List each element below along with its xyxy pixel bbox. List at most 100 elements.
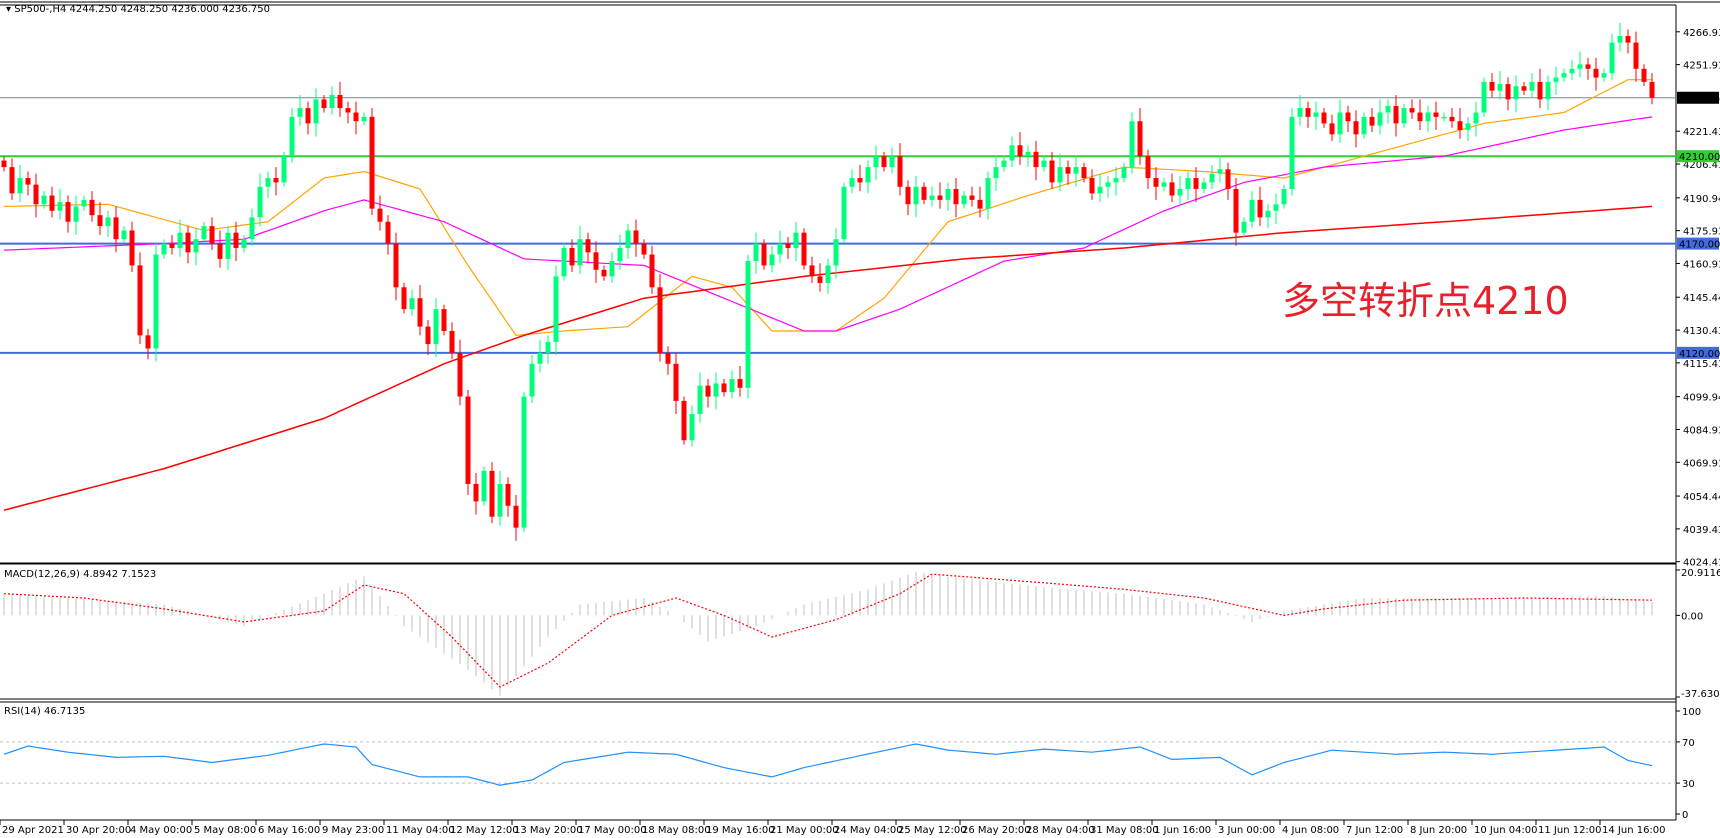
level-tag — [1677, 346, 1719, 359]
candle-body — [409, 298, 415, 310]
time-tick-label: 18 May 08:00 — [642, 825, 711, 836]
level-tag — [1677, 237, 1719, 250]
price-tick-label: 4266.930 — [1683, 28, 1720, 39]
candle-body — [897, 156, 903, 187]
candle-body — [1065, 167, 1071, 174]
candle-body — [649, 254, 655, 288]
price-tick-label: 4054.445 — [1683, 492, 1720, 503]
moving-average-1 — [3, 116, 1653, 332]
candle-body — [385, 221, 391, 244]
candle-body — [1137, 121, 1143, 157]
candle-body — [1433, 112, 1439, 117]
candle-body — [241, 239, 247, 248]
candle-body — [1049, 160, 1055, 183]
turning-point-annotation: 多空转折点4210 — [1282, 279, 1569, 323]
candle-body — [833, 239, 839, 266]
candle-body — [1209, 173, 1215, 183]
price-tick-label: 4206.415 — [1683, 160, 1720, 171]
macd-tick-label: -37.6302 — [1681, 689, 1720, 700]
time-tick-label: 4 Jun 08:00 — [1282, 825, 1339, 836]
candle-body — [169, 243, 175, 248]
dropdown-triangle-icon[interactable]: ▾ — [6, 4, 12, 15]
candle-body — [1017, 145, 1023, 157]
candle-body — [1249, 199, 1255, 222]
moving-average-2 — [3, 205, 1653, 511]
candle-body — [1545, 81, 1551, 100]
time-tick-label: 10 Jun 04:00 — [1474, 825, 1538, 836]
candle-body — [841, 186, 847, 240]
price-tick-label: 4115.415 — [1683, 359, 1720, 370]
candle-body — [225, 232, 231, 259]
candle-body — [553, 276, 559, 342]
candle-body — [889, 156, 895, 168]
candle-body — [1201, 182, 1207, 189]
candle-body — [1041, 160, 1047, 168]
candle-body — [1409, 108, 1415, 113]
candle-body — [217, 243, 223, 259]
candle-body — [617, 247, 623, 262]
candle-body — [305, 108, 311, 124]
candle-body — [801, 232, 807, 266]
candle-body — [1633, 42, 1639, 69]
candle-body — [1345, 112, 1351, 122]
candle-body — [1505, 84, 1511, 100]
candle-body — [273, 178, 279, 183]
candle-body — [753, 243, 759, 262]
candle-body — [1617, 36, 1623, 43]
candle-body — [1169, 182, 1175, 196]
time-tick-label: 4 May 00:00 — [130, 825, 192, 836]
candle-body — [145, 335, 151, 349]
macd-tick-label: 20.9116 — [1681, 568, 1720, 579]
candle-body — [1009, 145, 1015, 161]
candle-body — [1193, 178, 1199, 189]
candle-body — [929, 195, 935, 200]
candle-body — [57, 202, 63, 211]
candle-body — [17, 178, 23, 194]
candle-body — [105, 217, 111, 227]
candle-body — [465, 396, 471, 484]
symbol-name: SP500-,H4 — [14, 4, 67, 15]
candle-body — [417, 298, 423, 327]
time-tick-label: 29 Apr 2021 — [2, 825, 64, 836]
candle-body — [337, 95, 343, 109]
candle-body — [1465, 123, 1471, 130]
candle-body — [1233, 188, 1239, 233]
time-tick-label: 17 May 00:00 — [578, 825, 647, 836]
candle-body — [513, 505, 519, 528]
rsi-tick-label: 70 — [1682, 738, 1695, 749]
candle-body — [313, 99, 319, 124]
candle-body — [1, 160, 7, 168]
candle-body — [545, 341, 551, 353]
candle-body — [1257, 199, 1263, 218]
candle-body — [969, 195, 975, 200]
time-tick-label: 31 May 08:00 — [1090, 825, 1159, 836]
rsi-label: RSI(14) 46.7135 — [4, 706, 86, 717]
candle-body — [121, 230, 127, 240]
candle-body — [1369, 116, 1375, 126]
candle-body — [1177, 188, 1183, 196]
candle-body — [25, 178, 31, 185]
candle-body — [1305, 108, 1311, 117]
candle-body — [961, 195, 967, 205]
candle-body — [873, 156, 879, 168]
candle-body — [665, 352, 671, 364]
candle-body — [817, 276, 823, 283]
candle-body — [745, 261, 751, 388]
candle-body — [1273, 204, 1279, 211]
time-tick-label: 9 May 23:00 — [322, 825, 384, 836]
candle-body — [857, 178, 863, 183]
candle-body — [905, 186, 911, 205]
time-tick-label: 3 Jun 00:00 — [1218, 825, 1275, 836]
price-tick-label: 4099.945 — [1683, 393, 1720, 404]
candle-body — [1033, 151, 1039, 168]
time-tick-label: 25 May 12:00 — [898, 825, 967, 836]
rsi-tick-label: 0 — [1682, 810, 1688, 821]
candle-body — [49, 195, 55, 211]
candle-body — [793, 232, 799, 248]
candle-body — [281, 156, 287, 183]
candle-body — [1417, 112, 1423, 122]
candle-body — [1105, 182, 1111, 187]
current-price-label: 4236.750 — [1679, 94, 1720, 105]
candle-body — [1585, 64, 1591, 69]
